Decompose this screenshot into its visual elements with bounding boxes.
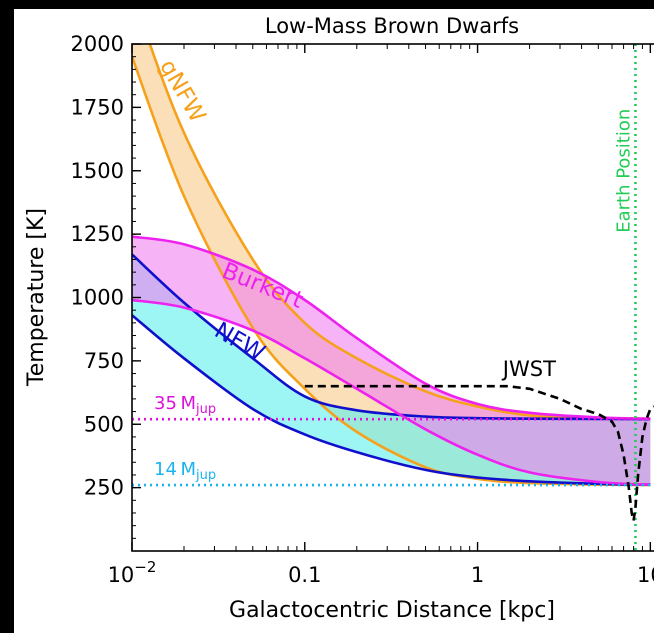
y-tick-label: 250 — [84, 476, 124, 500]
x-tick-label: 10 — [637, 563, 654, 587]
band-lower-gnfw — [132, 56, 651, 487]
ref-label-sub: jup — [195, 468, 216, 483]
y-tick-label: 1000 — [71, 286, 124, 310]
band-lower-nfw — [132, 314, 651, 486]
x-axis-label: Galactocentric Distance [kpc] — [229, 598, 555, 623]
band-lower-burkert — [132, 298, 651, 486]
jwst-line — [304, 384, 654, 521]
jwst-label: JWST — [501, 357, 556, 381]
y-tick-label: 750 — [84, 349, 124, 373]
x-tick-exponent: −2 — [134, 558, 156, 576]
y-tick-label: 500 — [84, 412, 124, 436]
x-tick-label: 1 — [471, 563, 484, 587]
band-upper-burkert — [132, 235, 651, 420]
y-tick-label: 1500 — [71, 159, 124, 183]
jwst-layer: JWST — [304, 357, 654, 521]
chart-title: Low-Mass Brown Dwarfs — [265, 14, 519, 38]
y-axis-label: Temperature [K] — [24, 208, 49, 387]
y-tick-label: 2000 — [71, 32, 124, 56]
band-upper-gnfw — [148, 44, 651, 420]
ref-label-sub: jup — [195, 402, 216, 417]
ref-label-14-m-jup: 14 Mjup — [154, 459, 216, 483]
band-fill-burkert — [132, 236, 651, 485]
y-tick-label: 1250 — [71, 222, 124, 246]
y-tick-label: 1750 — [71, 95, 124, 119]
x-tick-label: 0.1 — [288, 563, 321, 587]
earth-position-label: Earth Position — [613, 109, 634, 233]
